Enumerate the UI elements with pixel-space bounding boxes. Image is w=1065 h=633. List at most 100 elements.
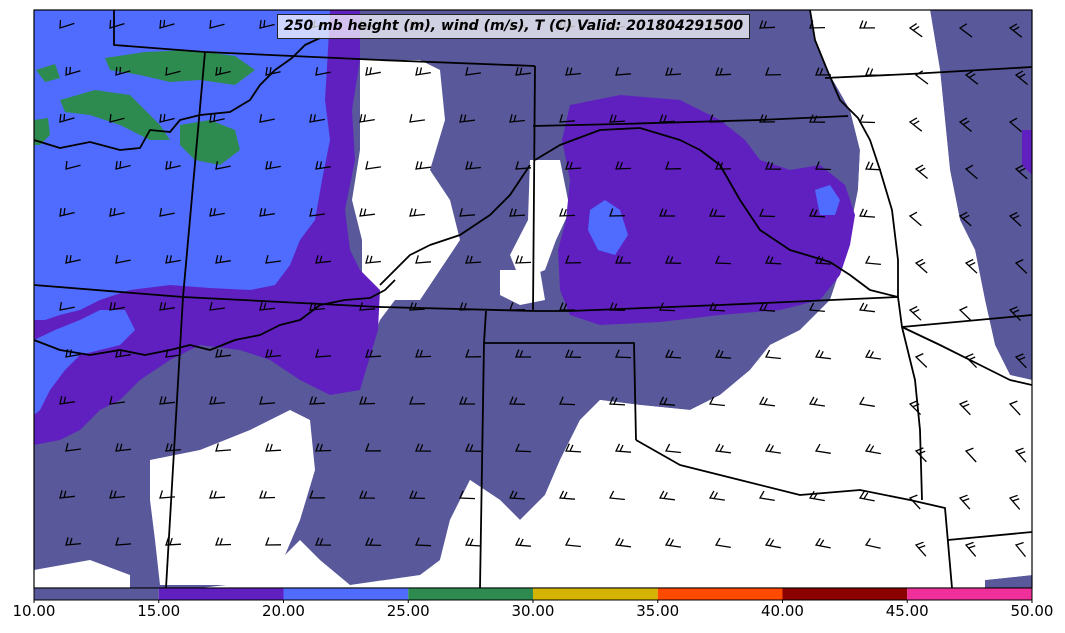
wind-barb	[914, 447, 927, 463]
wind-barb	[1014, 164, 1028, 180]
wind-barb	[559, 208, 576, 217]
wind-barb	[864, 537, 881, 549]
wind-barb	[914, 353, 928, 368]
wind-barb	[515, 67, 531, 76]
wind-barb	[459, 114, 475, 123]
wind-barb	[1014, 259, 1028, 274]
wind-barb	[808, 490, 825, 502]
wind-barb	[864, 255, 881, 266]
wind-barb	[514, 537, 531, 547]
wind-barb	[815, 161, 832, 171]
wind-barb	[465, 67, 481, 76]
wind-speed-band-20-25	[34, 10, 840, 415]
wind-barb	[958, 494, 971, 510]
wind-barb	[209, 302, 225, 311]
wind-barb	[165, 537, 182, 546]
wind-barb	[1014, 541, 1027, 558]
wind-barb	[615, 161, 632, 170]
wind-barb	[1008, 494, 1021, 510]
wind-barb	[615, 255, 631, 264]
wind-barb	[565, 255, 582, 264]
wind-barb	[715, 255, 732, 265]
wind-barb	[814, 255, 832, 265]
wind-barb	[109, 396, 125, 405]
wind-barb	[908, 23, 923, 38]
wind-barb	[59, 301, 75, 311]
wind-barb	[415, 161, 431, 170]
wind-barb	[109, 114, 125, 123]
wind-barb	[808, 396, 825, 407]
wind-barb	[115, 161, 131, 170]
wind-barb	[365, 255, 381, 264]
wind-barb	[315, 537, 332, 546]
wind-barb	[758, 302, 776, 312]
wind-barb	[65, 443, 81, 452]
wind-barb	[565, 161, 582, 170]
colorbar-tick-label: 25.00	[386, 602, 430, 620]
wind-barb	[759, 20, 776, 29]
wind-barb	[1014, 447, 1027, 463]
wind-barb	[859, 114, 876, 124]
wind-barb	[409, 490, 426, 500]
wind-barb	[1008, 211, 1022, 227]
wind-barb	[365, 161, 381, 170]
wind-barb	[964, 258, 978, 274]
wind-barb	[509, 208, 526, 217]
wind-barb	[165, 67, 181, 76]
wind-barb	[415, 67, 431, 76]
wind-barb	[559, 114, 576, 123]
wind-barb	[808, 302, 825, 313]
wind-barb	[409, 114, 425, 123]
wind-barb	[365, 66, 381, 76]
wind-barb	[459, 396, 475, 405]
wind-barb	[858, 396, 875, 407]
wind-barb	[315, 161, 331, 170]
wind-barb	[115, 254, 131, 264]
wind-barb	[215, 67, 231, 76]
wind-barb	[109, 490, 125, 499]
wind-barb	[509, 490, 526, 500]
wind-barb	[714, 443, 731, 454]
wind-barb	[609, 302, 626, 311]
wind-barb	[709, 208, 726, 217]
wind-barb	[709, 302, 726, 312]
wind-barb	[958, 211, 972, 227]
wind-barb	[614, 537, 631, 548]
wind-barb	[259, 490, 276, 499]
wind-barb	[715, 67, 732, 76]
wind-barb	[209, 20, 225, 29]
wind-barb	[558, 490, 576, 500]
wind-barb	[459, 490, 476, 500]
wind-barb	[259, 20, 275, 29]
wind-barb	[765, 67, 782, 76]
wind-barb	[159, 207, 175, 217]
wind-barb	[865, 67, 882, 76]
wind-barb	[115, 349, 131, 358]
wind-barb	[259, 113, 275, 123]
wind-barb	[159, 396, 175, 405]
wind-barb	[515, 255, 532, 264]
wind-barb	[665, 161, 682, 170]
wind-barb	[964, 447, 977, 463]
colorbar-tick-label: 35.00	[636, 602, 680, 620]
wind-barb	[509, 114, 525, 123]
wind-barb	[259, 208, 275, 217]
wind-barb	[215, 255, 231, 264]
wind-barb	[259, 396, 276, 405]
colorbar-tick-label: 40.00	[761, 602, 804, 620]
wind-barb	[908, 211, 922, 227]
wind-barb	[59, 208, 75, 217]
wind-barb	[814, 537, 831, 549]
wind-barb	[914, 541, 927, 557]
colorbar-tick-label: 30.00	[511, 602, 555, 620]
wind-barb	[259, 302, 275, 311]
wind-barb	[515, 161, 532, 170]
wind-barb	[908, 117, 923, 132]
wind-barb	[565, 443, 582, 453]
wind-barb	[609, 114, 626, 123]
wind-barb	[765, 161, 782, 170]
wind-barb	[309, 396, 326, 405]
wind-barb	[814, 443, 831, 454]
wind-barb	[359, 208, 375, 217]
